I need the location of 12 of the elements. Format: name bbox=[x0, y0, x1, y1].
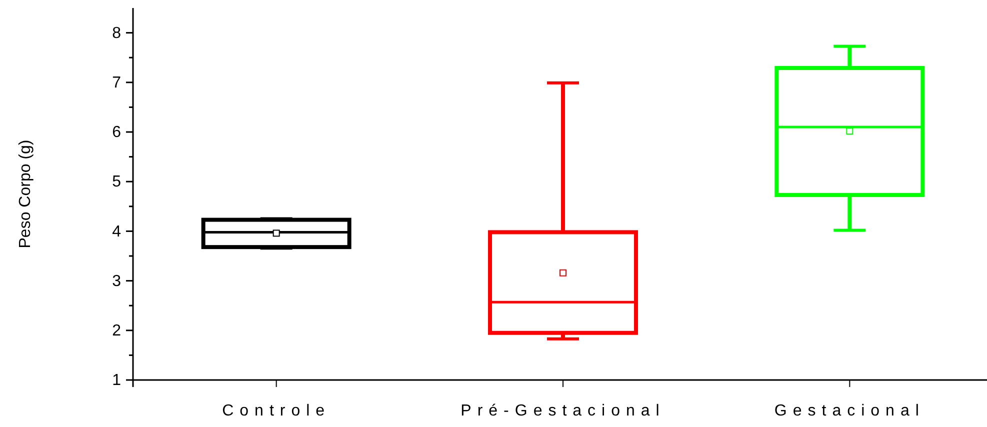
x-tick-label: Controle bbox=[222, 402, 331, 420]
y-axis-title: Peso Corpo (g) bbox=[17, 140, 34, 248]
y-tick-label: 3 bbox=[112, 272, 122, 290]
y-tick-label: 8 bbox=[112, 24, 122, 42]
y-tick-label: 7 bbox=[112, 74, 122, 92]
y-tick-label: 6 bbox=[112, 124, 122, 142]
y-tick-label: 2 bbox=[112, 322, 122, 340]
y-tick-label: 1 bbox=[112, 372, 122, 390]
x-tick-label: Gestacional bbox=[774, 402, 925, 420]
x-tick-label: Pré-Gestacional bbox=[460, 402, 666, 420]
y-tick-label: 5 bbox=[112, 174, 122, 191]
y-tick-label: 4 bbox=[112, 223, 122, 240]
